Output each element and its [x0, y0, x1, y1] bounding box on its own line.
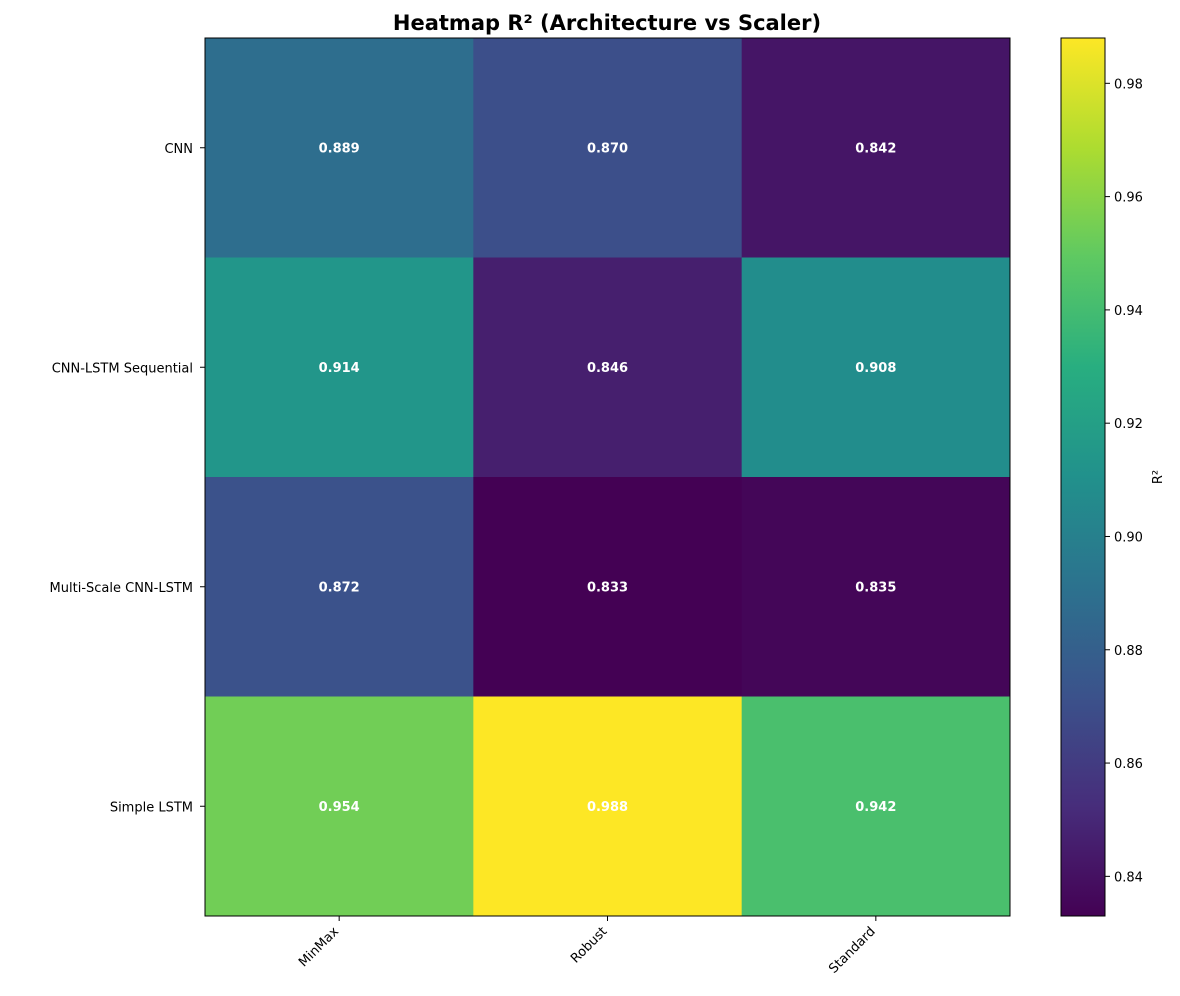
- colorbar-gradient: [1060, 37, 1106, 917]
- x-tick-label: MinMax: [296, 924, 342, 970]
- colorbar-label: R²: [1151, 470, 1166, 484]
- colorbar-tick-label: 0.88: [1114, 644, 1143, 659]
- y-tick-label: Simple LSTM: [110, 800, 193, 815]
- colorbar-tick-label: 0.92: [1114, 417, 1143, 432]
- colorbar-tick-label: 0.84: [1114, 870, 1143, 885]
- cell-value-label: 0.846: [587, 361, 628, 376]
- colorbar-tick-label: 0.98: [1114, 77, 1143, 92]
- heatmap-cell: [741, 38, 1011, 258]
- heatmap-cell: [473, 257, 743, 478]
- y-tick-label: CNN-LSTM Sequential: [52, 361, 193, 376]
- chart-title: Heatmap R² (Architecture vs Scaler): [393, 11, 821, 35]
- colorbar-tick-label: 0.90: [1114, 530, 1143, 545]
- heatmap-cell: [473, 696, 743, 917]
- cell-value-label: 0.835: [855, 580, 896, 595]
- x-axis: MinMax Robust Standard: [296, 916, 879, 977]
- y-axis: CNN CNN-LSTM Sequential Multi-Scale CNN-LS…: [50, 142, 205, 815]
- cell-value-label: 0.908: [855, 361, 896, 376]
- heatmap-cell: [205, 38, 474, 258]
- cell-value-label: 0.833: [587, 580, 628, 595]
- colorbar-tick-label: 0.96: [1114, 191, 1143, 206]
- colorbar: 0.84 0.86 0.88 0.90 0.92 0.94 0.96 0.98 R²: [1060, 37, 1166, 917]
- cell-value-label: 0.889: [319, 141, 360, 156]
- heatmap-cell: [473, 477, 743, 697]
- heatmap-cell: [473, 38, 743, 258]
- x-tick-label: Standard: [826, 924, 878, 976]
- cell-value-label: 0.842: [855, 141, 896, 156]
- heatmap-cell: [205, 696, 474, 917]
- x-tick-label: Robust: [568, 924, 610, 966]
- heatmap-cell: [205, 257, 474, 478]
- cell-value-label: 0.872: [319, 580, 360, 595]
- cell-value-label: 0.942: [855, 800, 896, 815]
- heatmap-cell: [205, 477, 474, 697]
- cell-value-label: 0.870: [587, 141, 628, 156]
- y-tick-label: CNN: [164, 142, 193, 157]
- heatmap-cells: 0.889 0.870 0.842 0.914 0.846 0.908 0.872 0.833…: [205, 38, 1011, 917]
- colorbar-tick-label: 0.86: [1114, 757, 1143, 772]
- y-tick-label: Multi-Scale CNN-LSTM: [50, 581, 193, 596]
- cell-value-label: 0.988: [587, 800, 628, 815]
- heatmap-cell: [741, 696, 1011, 917]
- cell-value-label: 0.914: [319, 361, 360, 376]
- heatmap-cell: [741, 257, 1011, 478]
- heatmap-cell: [741, 477, 1011, 697]
- cell-value-label: 0.954: [319, 800, 360, 815]
- colorbar-tick-label: 0.94: [1114, 304, 1143, 319]
